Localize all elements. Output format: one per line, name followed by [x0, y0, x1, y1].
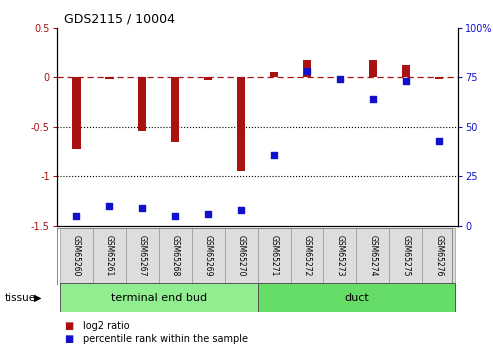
Text: GSM65274: GSM65274: [368, 235, 377, 277]
FancyBboxPatch shape: [423, 228, 455, 285]
FancyBboxPatch shape: [323, 228, 356, 285]
Point: [402, 78, 410, 84]
Text: GSM65269: GSM65269: [204, 235, 212, 277]
Bar: [435, 77, 443, 79]
Text: GSM65270: GSM65270: [237, 235, 246, 277]
FancyBboxPatch shape: [60, 283, 257, 312]
Bar: [72, 77, 80, 149]
FancyBboxPatch shape: [60, 228, 93, 285]
Point: [237, 207, 245, 213]
Point: [336, 77, 344, 82]
FancyBboxPatch shape: [192, 228, 225, 285]
FancyBboxPatch shape: [290, 228, 323, 285]
Point: [369, 96, 377, 102]
Point: [270, 152, 278, 157]
Text: GSM65271: GSM65271: [270, 236, 279, 277]
Bar: [171, 77, 179, 142]
FancyBboxPatch shape: [257, 228, 290, 285]
Point: [303, 68, 311, 74]
Text: ▶: ▶: [34, 293, 41, 303]
Text: log2 ratio: log2 ratio: [83, 321, 130, 331]
FancyBboxPatch shape: [159, 228, 192, 285]
Text: GSM65261: GSM65261: [105, 236, 114, 277]
Bar: [138, 77, 146, 131]
FancyBboxPatch shape: [257, 283, 455, 312]
Text: GSM65275: GSM65275: [401, 235, 410, 277]
Point: [171, 213, 179, 219]
Bar: [402, 65, 410, 77]
Point: [204, 211, 212, 217]
Text: percentile rank within the sample: percentile rank within the sample: [83, 334, 248, 344]
Text: ■: ■: [64, 321, 73, 331]
Text: tissue: tissue: [5, 293, 36, 303]
FancyBboxPatch shape: [93, 228, 126, 285]
Bar: [237, 77, 245, 171]
Bar: [106, 77, 113, 79]
FancyBboxPatch shape: [126, 228, 159, 285]
Point: [139, 205, 146, 211]
Text: GSM65272: GSM65272: [303, 236, 312, 277]
Bar: [204, 77, 212, 80]
Bar: [270, 72, 278, 77]
Point: [435, 138, 443, 144]
Text: GSM65260: GSM65260: [72, 235, 81, 277]
Text: ■: ■: [64, 334, 73, 344]
FancyBboxPatch shape: [225, 228, 257, 285]
Text: duct: duct: [344, 293, 369, 303]
Text: GSM65267: GSM65267: [138, 235, 147, 277]
Text: GDS2115 / 10004: GDS2115 / 10004: [64, 12, 175, 25]
Bar: [369, 60, 377, 77]
Point: [72, 213, 80, 219]
FancyBboxPatch shape: [356, 228, 389, 285]
Text: terminal end bud: terminal end bud: [111, 293, 207, 303]
Text: GSM65268: GSM65268: [171, 236, 180, 277]
FancyBboxPatch shape: [389, 228, 423, 285]
Bar: [303, 60, 311, 77]
Text: GSM65273: GSM65273: [335, 235, 345, 277]
Text: GSM65276: GSM65276: [434, 235, 443, 277]
Point: [106, 204, 113, 209]
